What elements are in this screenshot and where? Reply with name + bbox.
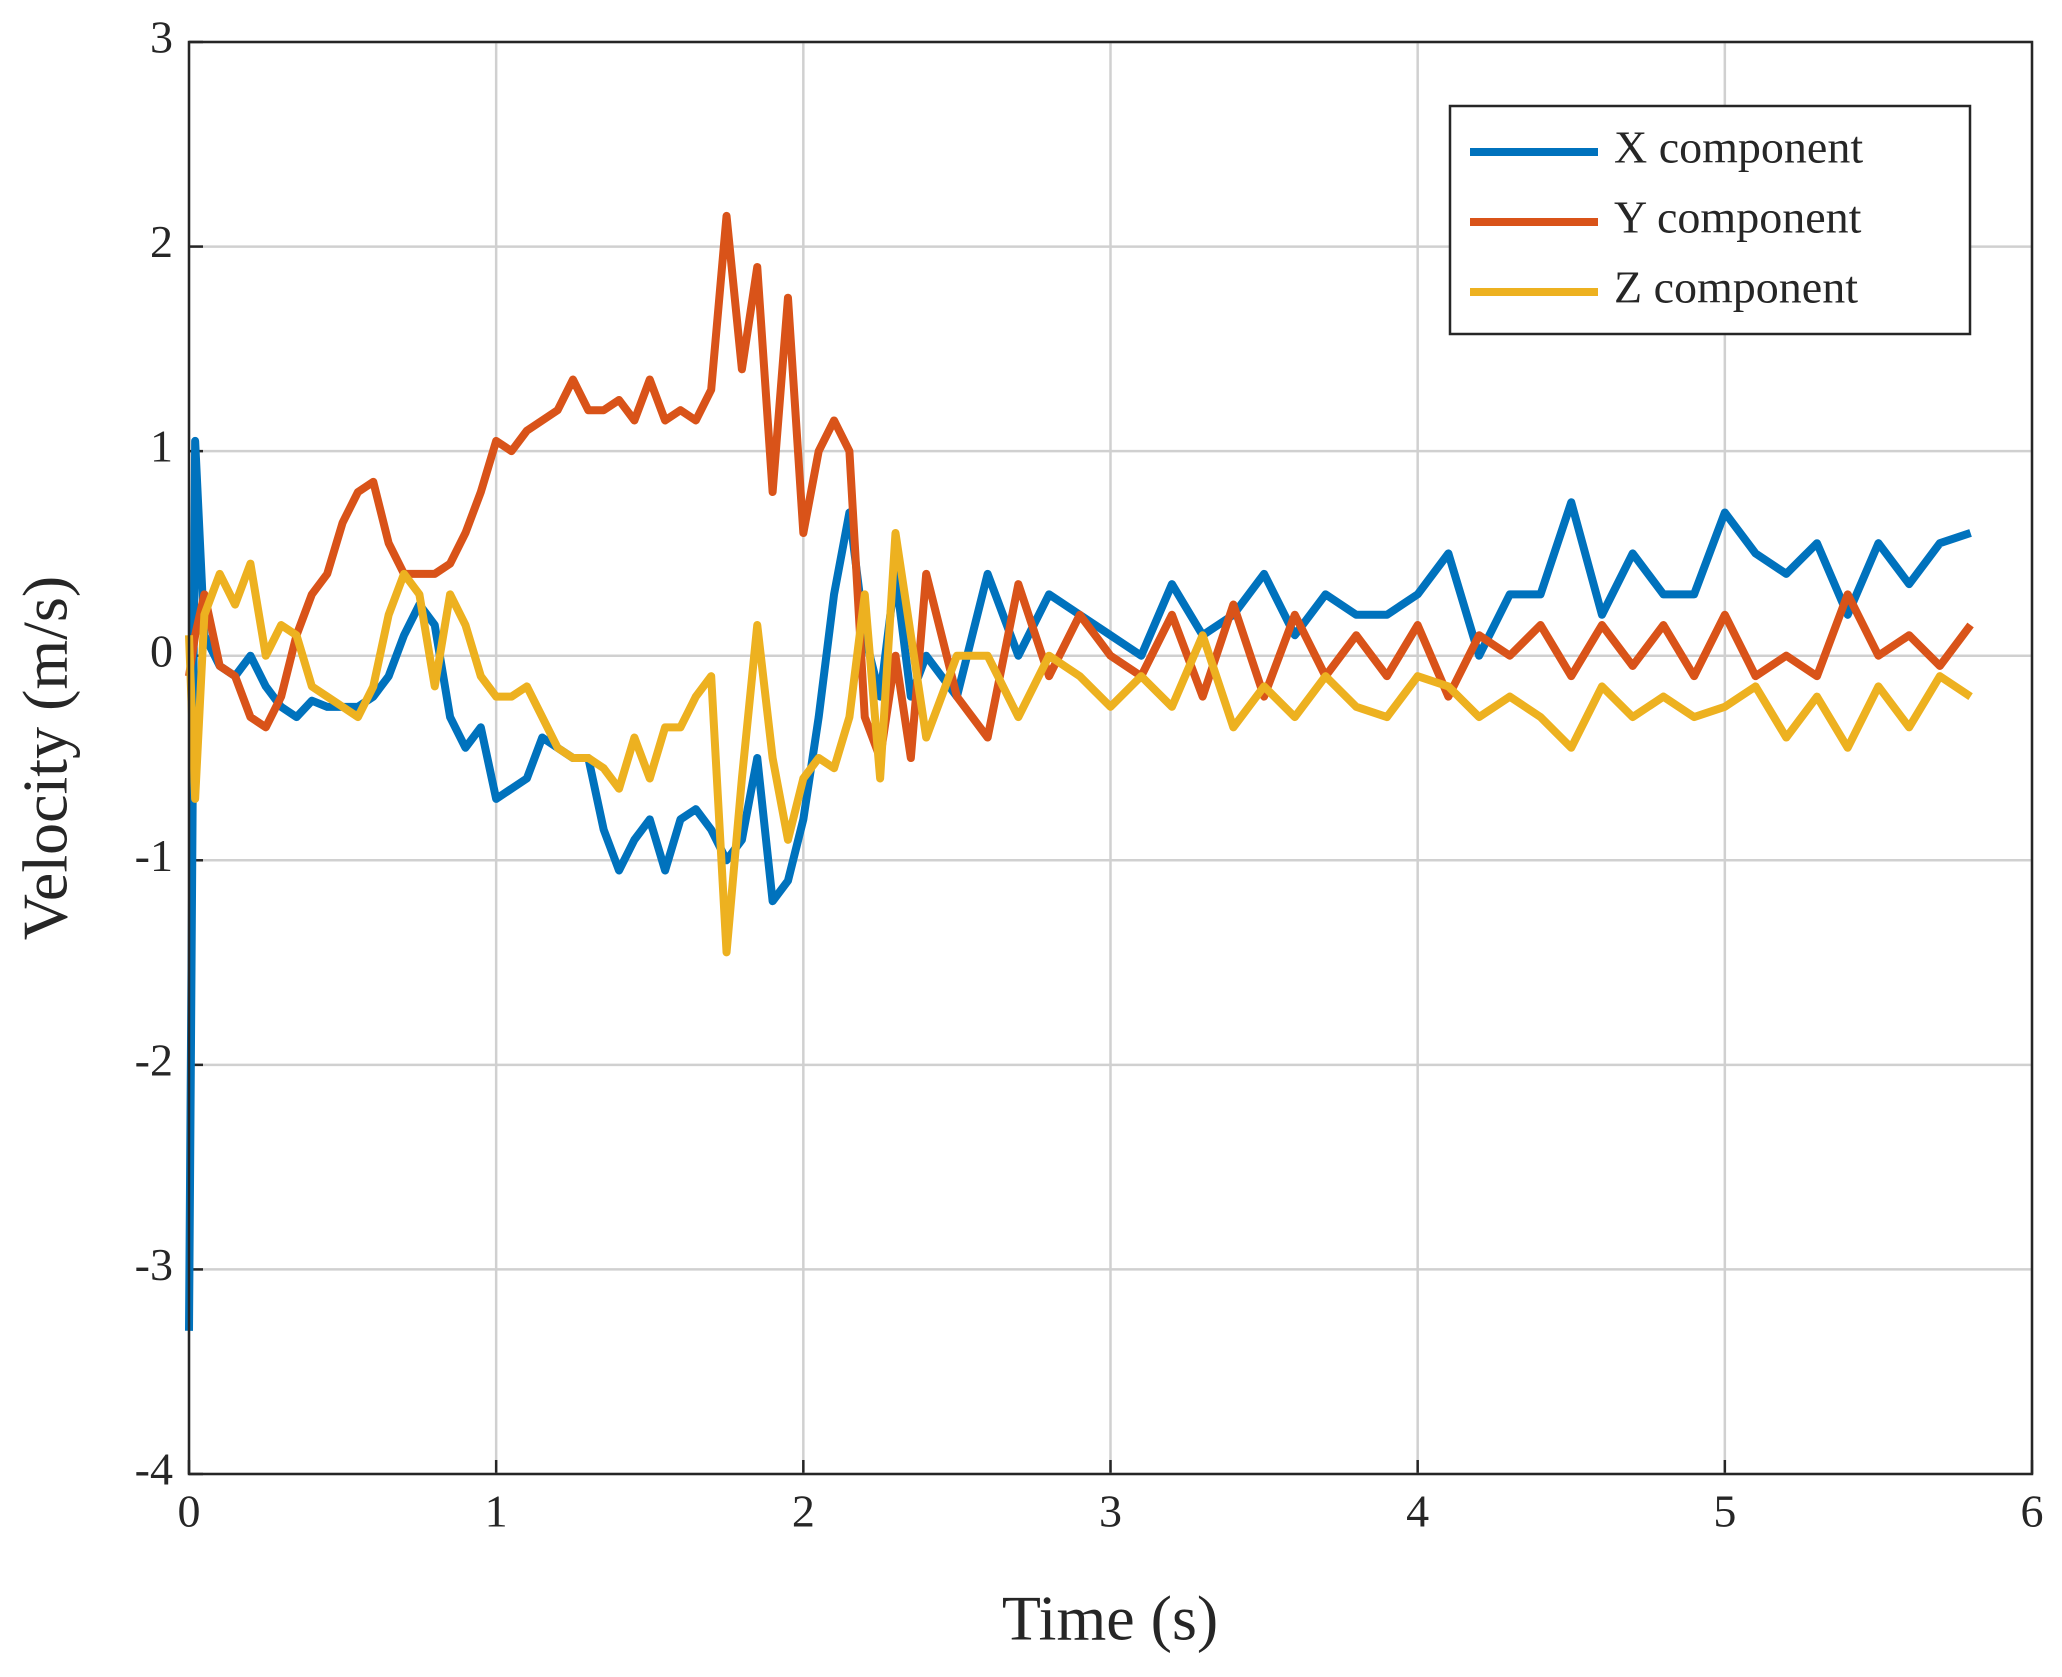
x-axis-label: Time (s) — [1002, 1583, 1218, 1654]
legend: X component Y component Z component — [1448, 104, 1972, 336]
legend-label: Z component — [1614, 262, 1858, 313]
x-tick-label: 1 — [485, 1486, 508, 1537]
y-tick-label: -3 — [135, 1239, 173, 1290]
y-tick-label: 0 — [150, 625, 173, 676]
legend-label: Y component — [1614, 192, 1862, 243]
y-tick-label: -4 — [135, 1444, 173, 1495]
y-tick-label: -1 — [135, 830, 173, 881]
x-tick-label: 5 — [1713, 1486, 1736, 1537]
y-tick-label: 2 — [150, 216, 173, 267]
legend-label: X component — [1614, 122, 1863, 173]
x-tick-label: 4 — [1406, 1486, 1429, 1537]
data-line — [185, 211, 1974, 762]
y-tick-label: -2 — [135, 1034, 173, 1085]
x-tick-label: 2 — [792, 1486, 815, 1537]
y-tick-label: 1 — [150, 421, 173, 472]
plot-frame — [187, 40, 2034, 1476]
y-axis-label: Velocity (m/s) — [10, 576, 81, 940]
x-tick-label: 6 — [2021, 1486, 2044, 1537]
x-tick-label: 0 — [178, 1486, 201, 1537]
y-tick-label: 3 — [150, 12, 173, 63]
x-tick-label: 3 — [1099, 1486, 1122, 1537]
data-line — [185, 528, 1973, 957]
